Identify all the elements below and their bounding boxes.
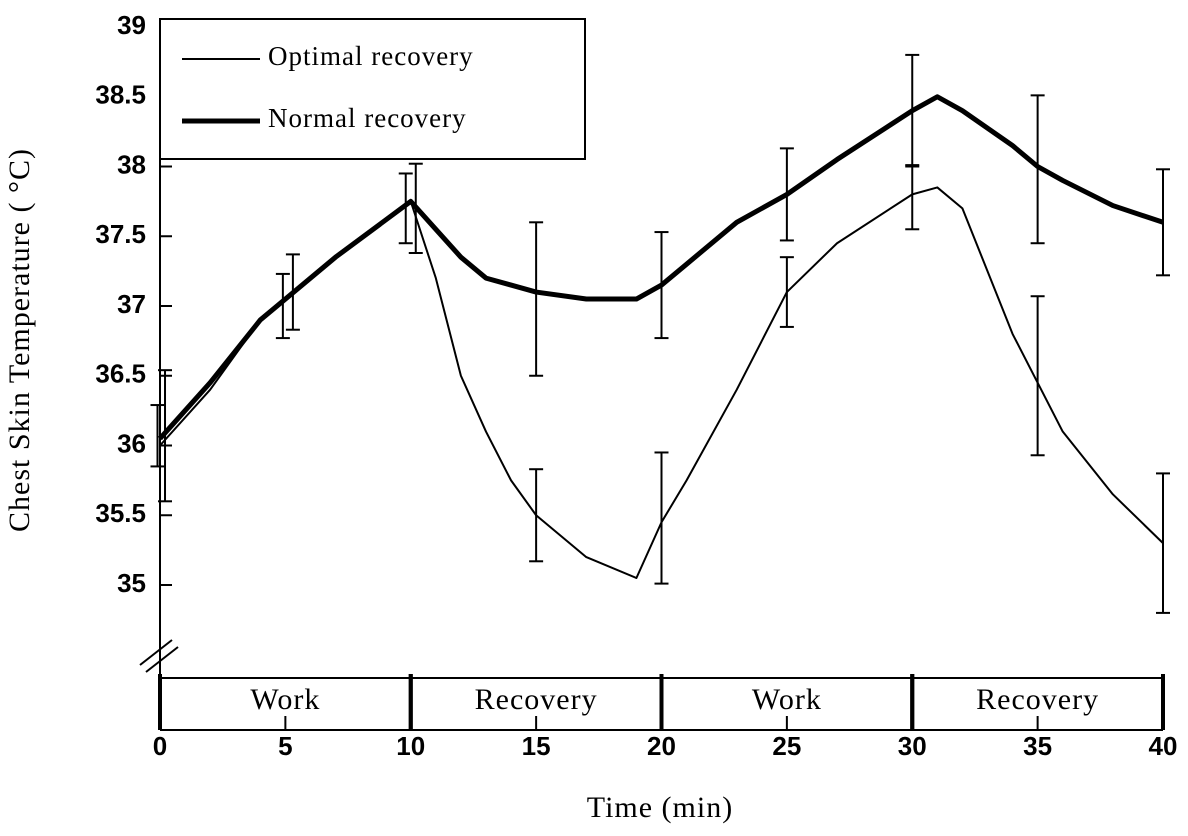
error-bar (1156, 168, 1170, 277)
error-bar (529, 468, 544, 563)
y-tick-label: 38 (117, 149, 146, 179)
x-tick-label: 30 (898, 731, 927, 761)
phase-label: Recovery (475, 683, 598, 716)
y-tick-label: 38.5 (95, 80, 146, 110)
error-bar (150, 404, 165, 468)
x-tick-label: 20 (647, 731, 676, 761)
legend-label: Normal recovery (268, 103, 467, 133)
x-tick-label: 0 (153, 731, 167, 761)
error-bar (1030, 295, 1045, 457)
y-tick-label: 36 (117, 428, 146, 458)
error-bar (529, 221, 544, 377)
phase-label: Work (752, 683, 822, 716)
x-tick-label: 35 (1023, 731, 1052, 761)
error-bar (398, 172, 413, 245)
error-bar (654, 451, 669, 585)
x-axis-label: Time (min) (587, 791, 733, 824)
axis-break (139, 639, 179, 673)
y-tick-label: 39 (117, 10, 146, 40)
y-axis-label: Chest Skin Temperature ( °C) (3, 148, 36, 532)
y-tick-label: 37.5 (95, 219, 146, 249)
x-tick-label: 15 (522, 731, 551, 761)
phase-label: Recovery (976, 683, 1099, 716)
error-bar (158, 369, 173, 503)
phase-label: Work (250, 683, 320, 716)
legend-box (159, 18, 586, 160)
y-tick-label: 36.5 (95, 359, 146, 389)
series-line (158, 94, 1164, 441)
x-tick-label: 40 (1149, 731, 1178, 761)
x-tick-label: 5 (278, 731, 292, 761)
error-bar (779, 147, 794, 242)
error-bar (285, 253, 300, 331)
x-tick-label: 25 (772, 731, 801, 761)
error-bar (905, 53, 920, 168)
y-tick-label: 35 (117, 568, 146, 598)
error-bar (408, 162, 423, 254)
error-bar (1030, 94, 1045, 245)
error-bar (654, 231, 669, 340)
error-bar (1156, 472, 1170, 614)
y-tick-label: 35.5 (95, 498, 146, 528)
legend-label: Optimal recovery (268, 41, 474, 71)
error-bar (779, 256, 794, 328)
error-bar (275, 272, 290, 340)
y-tick-label: 37 (117, 289, 146, 319)
x-tick-label: 10 (396, 731, 425, 761)
